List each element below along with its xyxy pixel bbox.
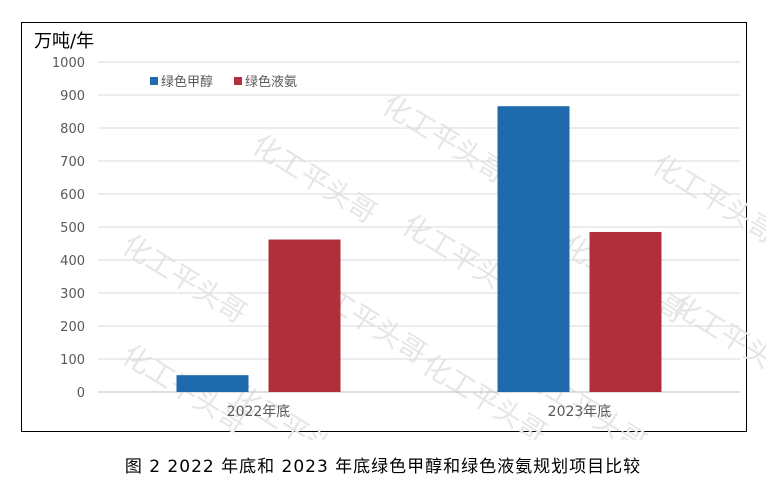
bar-chart: 化工平头哥化工平头哥化工平头哥化工平头哥化工平头哥化工平头哥化工平头哥化工平头哥… bbox=[34, 31, 766, 440]
watermark-text: 化工平头哥 bbox=[116, 228, 252, 330]
y-axis-ticks: 0 100 200 300 400 500 600 700 800 900 1000 bbox=[52, 56, 85, 401]
bars bbox=[176, 106, 662, 392]
figure-caption: 图 2 2022 年底和 2023 年底绿色甲醇和绿色液氨规划项目比较 bbox=[124, 457, 642, 477]
x-tick-label: 2022年底 bbox=[227, 404, 291, 420]
y-tick-label: 200 bbox=[60, 320, 85, 335]
watermark-text: 化工平头哥 bbox=[246, 128, 382, 230]
watermark-text: 化工平头哥 bbox=[376, 88, 512, 190]
legend-swatch bbox=[234, 77, 242, 85]
y-tick-label: 900 bbox=[60, 89, 85, 104]
y-tick-label: 300 bbox=[60, 287, 85, 302]
x-axis-ticks: 2022年底 2023年底 bbox=[227, 404, 612, 420]
bar bbox=[176, 375, 249, 392]
y-tick-label: 600 bbox=[60, 188, 85, 203]
y-axis-unit-label: 万吨/年 bbox=[34, 31, 94, 52]
watermark-text: 化工平头哥 bbox=[646, 148, 766, 250]
legend-label: 绿色液氨 bbox=[245, 74, 297, 90]
legend-label: 绿色甲醇 bbox=[161, 74, 213, 90]
y-tick-label: 800 bbox=[60, 122, 85, 137]
bar bbox=[589, 231, 662, 392]
x-tick-label: 2023年底 bbox=[548, 404, 612, 420]
bar bbox=[268, 239, 341, 392]
y-tick-label: 100 bbox=[60, 353, 85, 368]
y-tick-label: 0 bbox=[77, 386, 85, 401]
watermark-text: 化工平头哥 bbox=[666, 288, 766, 390]
legend-swatch bbox=[150, 77, 158, 85]
y-tick-label: 500 bbox=[60, 221, 85, 236]
y-tick-label: 400 bbox=[60, 254, 85, 269]
y-tick-label: 1000 bbox=[52, 56, 85, 71]
legend: 绿色甲醇 绿色液氨 bbox=[150, 74, 297, 90]
bar bbox=[497, 106, 570, 392]
y-tick-label: 700 bbox=[60, 155, 85, 170]
